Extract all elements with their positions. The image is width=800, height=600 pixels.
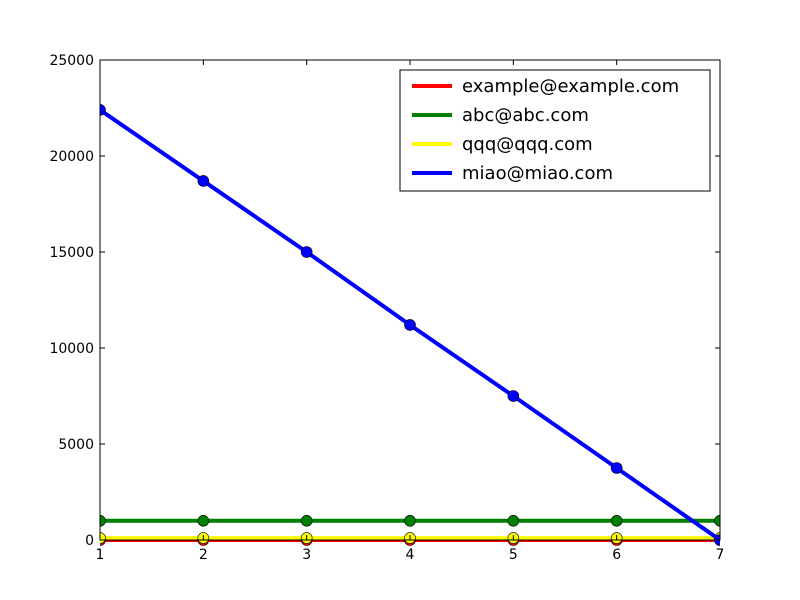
data-point-1-1 xyxy=(197,514,210,527)
data-point-3-4 xyxy=(507,390,520,402)
y-tick-label-5: 25000 xyxy=(49,53,94,69)
x-tick-label-5: 6 xyxy=(612,547,621,563)
x-tick-label-4: 5 xyxy=(509,547,518,563)
x-tick-label-2: 3 xyxy=(302,547,311,563)
data-point-1-5 xyxy=(610,514,623,527)
x-tick-label-6: 7 xyxy=(716,547,725,563)
data-point-1-0 xyxy=(100,515,106,527)
y-tick-label-3: 15000 xyxy=(49,245,94,261)
legend-label-0: example@example.com xyxy=(462,76,679,97)
y-tick-label-4: 20000 xyxy=(49,149,94,165)
y-tick-label-0: 0 xyxy=(85,533,94,549)
y-tick-label-2: 10000 xyxy=(49,341,94,357)
legend-label-1: abc@abc.com xyxy=(462,105,589,126)
data-point-2-0 xyxy=(100,532,106,544)
x-tick-label-0: 1 xyxy=(96,547,105,563)
data-point-1-3 xyxy=(404,514,416,527)
legend: example@example.com abc@abc.com qqq@qqq.co… xyxy=(399,69,711,192)
data-point-1-4 xyxy=(507,514,520,527)
data-point-1-2 xyxy=(300,514,313,527)
data-point-3-1 xyxy=(197,175,210,187)
axes: 1 2 3 4 5 6 7 0 5000 10000 15000 20000 25000 xyxy=(49,53,724,563)
legend-label-3: miao@miao.com xyxy=(462,163,613,184)
data-point-3-2 xyxy=(300,246,313,258)
legend-label-2: qqq@qqq.com xyxy=(462,134,593,155)
y-tick-label-1: 5000 xyxy=(58,437,94,453)
data-point-1-6 xyxy=(714,515,720,527)
data-point-3-3 xyxy=(404,319,416,331)
data-point-3-5 xyxy=(610,462,623,474)
x-tick-label-3: 4 xyxy=(406,547,415,563)
x-tick-label-1: 2 xyxy=(199,547,208,563)
data-point-3-0 xyxy=(100,104,106,116)
legend-box xyxy=(399,69,711,192)
